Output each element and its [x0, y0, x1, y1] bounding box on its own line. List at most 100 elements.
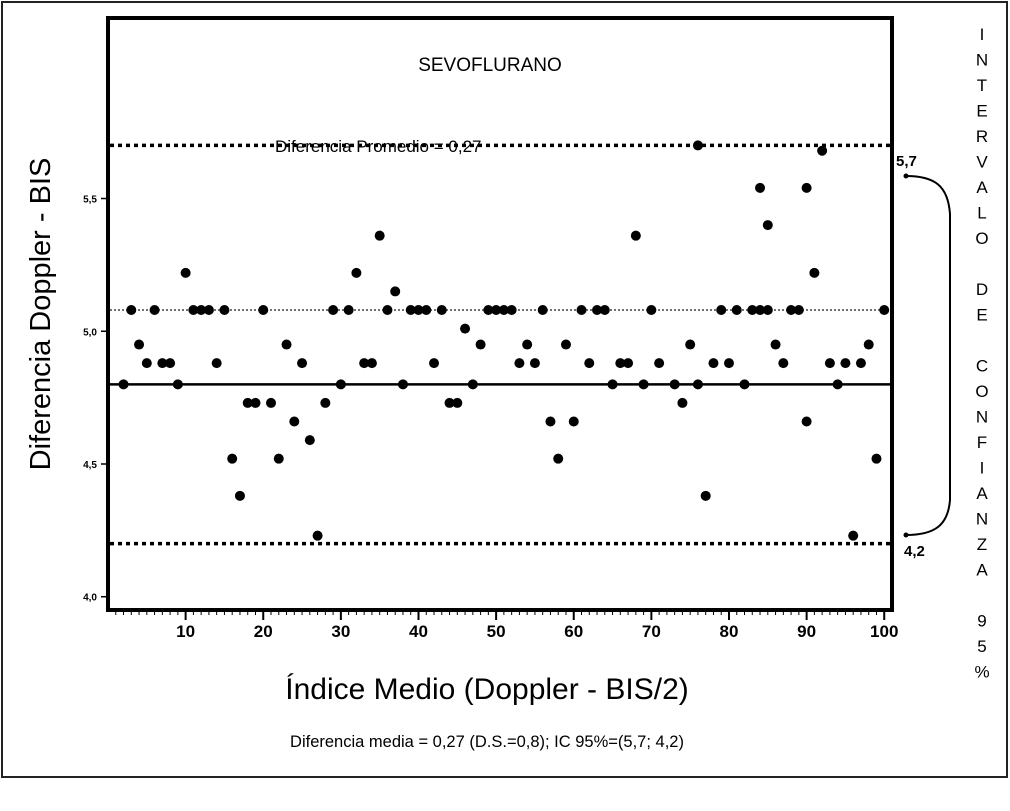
figure-caption: Diferencia media = 0,27 (D.S.=0,8); IC 9…	[290, 733, 684, 751]
ci-letter: E	[976, 306, 987, 325]
data-point	[871, 453, 882, 464]
data-point	[475, 339, 486, 350]
data-point	[537, 305, 548, 316]
ci-letter: I	[980, 25, 985, 44]
data-point	[848, 530, 859, 541]
x-axis-label: Índice Medio (Doppler - BIS/2)	[285, 673, 689, 706]
chart-title: SEVOFLURANO	[418, 55, 562, 76]
data-point	[343, 305, 354, 316]
data-point	[669, 379, 680, 390]
x-tick-label: 100	[870, 622, 898, 641]
data-point	[491, 305, 502, 316]
y-tick-label: 4,0	[83, 593, 97, 604]
data-point	[630, 230, 641, 241]
data-point	[436, 305, 447, 316]
data-point	[770, 339, 781, 350]
data-point	[172, 379, 183, 390]
brace-end-top	[903, 173, 909, 179]
data-point	[545, 416, 556, 427]
data-point	[568, 416, 579, 427]
y-axis-ticks: 4,0 4,5 5,0 5,5	[83, 195, 108, 604]
data-point	[134, 339, 145, 350]
ci-letter: N	[976, 408, 988, 427]
ci-letter: O	[975, 229, 988, 248]
data-point	[755, 182, 766, 193]
data-point	[413, 305, 424, 316]
x-axis-ticks: 10 20 30 40 50 60 70 80 90 100	[115, 610, 898, 641]
data-point	[762, 305, 773, 316]
data-point	[584, 358, 595, 369]
data-point	[560, 339, 571, 350]
data-point	[592, 305, 603, 316]
ci-letter: N	[976, 510, 988, 529]
data-point	[234, 490, 245, 501]
data-point	[576, 305, 587, 316]
data-point	[304, 435, 315, 446]
data-point	[320, 397, 331, 408]
data-point	[227, 453, 238, 464]
data-point	[258, 305, 269, 316]
data-point	[165, 358, 176, 369]
data-point	[840, 358, 851, 369]
upper-limit-label: 5,7	[896, 153, 917, 170]
data-point	[359, 358, 370, 369]
data-point	[188, 305, 199, 316]
x-tick-label: 80	[720, 622, 739, 641]
data-point	[312, 530, 323, 541]
data-point	[460, 323, 471, 334]
mean-difference-annotation: Diferencia Promedio = 0,27	[275, 137, 481, 156]
data-point	[615, 358, 626, 369]
data-point	[607, 379, 618, 390]
data-point	[514, 358, 525, 369]
data-point	[522, 339, 533, 350]
data-point	[553, 453, 564, 464]
ci-letter: O	[975, 382, 988, 401]
data-point	[778, 358, 789, 369]
data-point	[498, 305, 509, 316]
y-tick-label: 5,0	[83, 327, 97, 338]
data-point	[289, 416, 300, 427]
x-tick-label: 50	[487, 622, 506, 641]
data-point	[638, 379, 649, 390]
data-point	[529, 358, 540, 369]
confidence-interval-brace	[905, 175, 951, 536]
data-point	[506, 305, 517, 316]
data-point	[405, 305, 416, 316]
data-point	[273, 453, 284, 464]
ci-letter: %	[974, 663, 989, 682]
data-point	[755, 305, 766, 316]
data-point	[786, 305, 797, 316]
data-point	[281, 339, 292, 350]
data-point	[452, 397, 463, 408]
ci-letter: Z	[977, 535, 987, 554]
x-tick-label: 70	[642, 622, 661, 641]
data-point	[180, 267, 191, 278]
data-point	[141, 358, 152, 369]
data-point	[242, 397, 253, 408]
data-point	[483, 305, 494, 316]
x-tick-label: 30	[331, 622, 350, 641]
data-point	[157, 358, 168, 369]
data-point	[421, 305, 432, 316]
data-point	[739, 379, 750, 390]
data-point	[692, 140, 703, 151]
ci-letter: E	[976, 102, 987, 121]
data-point	[118, 379, 129, 390]
data-point	[250, 397, 261, 408]
data-point	[351, 267, 362, 278]
lower-limit-label: 4,2	[904, 543, 925, 560]
ci-letter: T	[977, 76, 987, 95]
data-point	[429, 358, 440, 369]
ci-letter: N	[976, 51, 988, 70]
data-point	[266, 397, 277, 408]
data-point	[149, 305, 160, 316]
ci-letter: C	[976, 357, 988, 376]
x-tick-label: 60	[564, 622, 583, 641]
scatter-points	[118, 140, 890, 541]
data-point	[801, 182, 812, 193]
data-point	[654, 358, 665, 369]
y-tick-label: 4,5	[83, 460, 97, 471]
data-point	[390, 286, 401, 297]
